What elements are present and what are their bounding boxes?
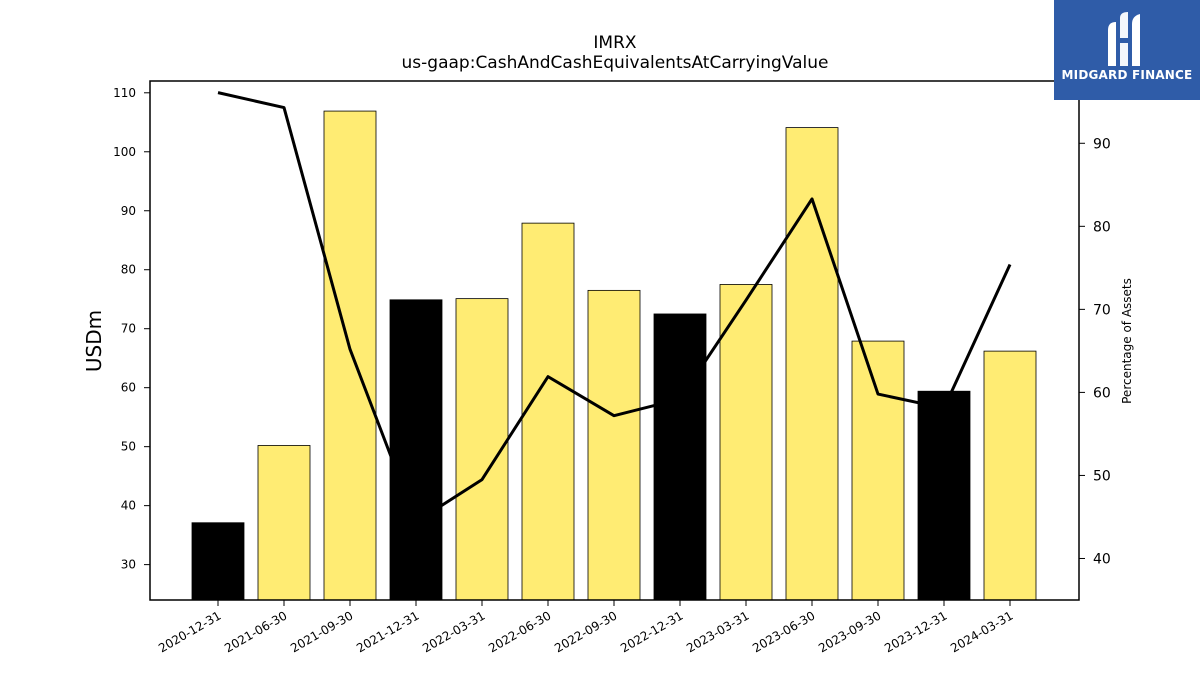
x-tick-label: 2021-06-30	[222, 608, 289, 655]
x-axis: 2020-12-312021-06-302021-09-302021-12-31…	[156, 600, 1016, 655]
x-tick-label: 2021-09-30	[288, 608, 355, 655]
bar-2021-12-31	[389, 299, 443, 601]
y-axis-right: 40 50 60 70 80 90	[1079, 136, 1111, 567]
y-tick-label: 50	[121, 440, 136, 454]
bar-2024-03-31	[983, 350, 1037, 601]
bar-2022-03-31	[455, 298, 509, 601]
brand-logo: MIDGARD FINANCE	[1054, 0, 1200, 100]
x-tick-label: 2022-09-30	[552, 608, 619, 655]
bar-2023-09-30	[851, 340, 905, 601]
y2-tick-label: 50	[1093, 468, 1111, 484]
y-tick-label: 80	[121, 263, 136, 277]
chart-title: IMRX	[593, 33, 636, 53]
x-tick-label: 2023-03-31	[684, 608, 751, 655]
bar-2022-06-30	[521, 222, 575, 601]
bar-2023-12-31	[917, 390, 971, 601]
bar-series	[191, 110, 1037, 601]
x-tick-label: 2023-12-31	[882, 608, 949, 655]
midgard-logo-icon	[1108, 12, 1140, 66]
y2-tick-label: 60	[1093, 385, 1111, 401]
line-percentage-of-assets	[217, 91, 1012, 524]
bar-2021-06-30	[257, 445, 311, 601]
x-tick-label: 2021-12-31	[354, 608, 421, 655]
x-tick-label: 2022-06-30	[486, 608, 553, 655]
bar-2022-12-31	[653, 313, 707, 601]
y-tick-label: 60	[121, 381, 136, 395]
x-tick-label: 2020-12-31	[156, 608, 223, 655]
y-tick-label: 90	[121, 204, 136, 218]
bar-2022-09-30	[587, 289, 641, 601]
y-axis-label: USDm	[82, 310, 106, 372]
y-tick-label: 40	[121, 499, 136, 513]
x-tick-label: 2023-09-30	[816, 608, 883, 655]
y-tick-label: 70	[121, 322, 136, 336]
y-axis-left: 30 40 50 60 70 80 90 100 110	[113, 86, 150, 572]
y2-axis-label: Percentage of Assets	[1120, 278, 1134, 404]
line-series	[217, 91, 1012, 524]
x-tick-label: 2022-03-31	[420, 608, 487, 655]
logo-text: MIDGARD FINANCE	[1061, 68, 1193, 82]
bar-2020-12-31	[191, 522, 245, 601]
bar-2023-06-30	[785, 127, 839, 601]
y2-tick-label: 90	[1093, 136, 1111, 152]
x-tick-label: 2024-03-31	[948, 608, 1015, 655]
x-tick-label: 2023-06-30	[750, 608, 817, 655]
y2-tick-label: 40	[1093, 551, 1111, 567]
y-tick-label: 30	[121, 558, 136, 572]
chart-subtitle: us-gaap:CashAndCashEquivalentsAtCarrying…	[402, 53, 829, 73]
bar-2021-09-30	[323, 110, 377, 601]
y-tick-label: 100	[113, 145, 136, 159]
y2-tick-label: 80	[1093, 219, 1111, 235]
y2-tick-label: 70	[1093, 302, 1111, 318]
y-tick-label: 110	[113, 86, 136, 100]
x-tick-label: 2022-12-31	[618, 608, 685, 655]
bar-2023-03-31	[719, 284, 773, 601]
